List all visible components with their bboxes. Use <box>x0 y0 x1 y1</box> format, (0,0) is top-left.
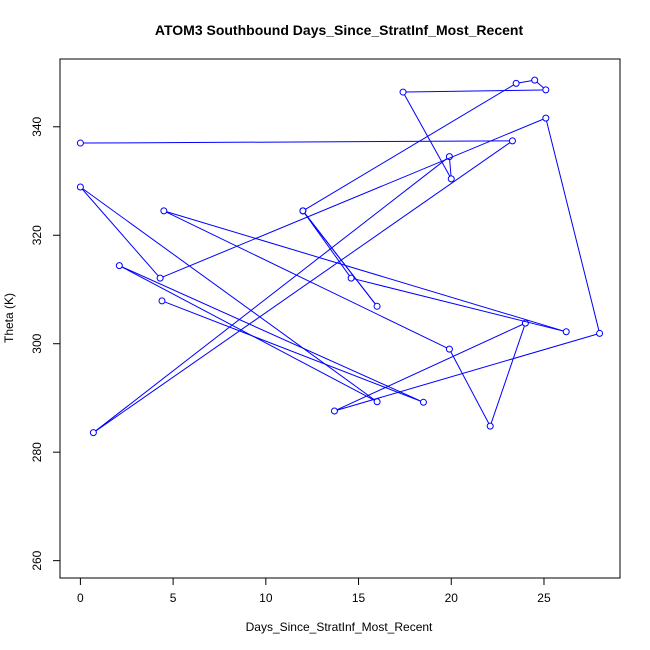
data-point <box>76 139 84 147</box>
series-segment <box>162 118 544 278</box>
data-point <box>445 153 453 161</box>
data-point <box>89 429 97 437</box>
data-point <box>521 319 529 327</box>
y-tick-label: 320 <box>30 225 44 245</box>
data-point <box>542 86 550 94</box>
data-point <box>399 88 407 96</box>
x-tick-label: 10 <box>259 591 273 605</box>
series-segment <box>449 159 452 176</box>
data-point <box>373 302 381 310</box>
data-point <box>330 407 338 415</box>
data-point <box>445 345 453 353</box>
x-tick-label: 0 <box>77 591 84 605</box>
series-segment <box>519 80 532 84</box>
y-tick-label: 300 <box>30 333 44 353</box>
series-segment <box>304 212 376 305</box>
series-segment <box>121 266 421 402</box>
data-point <box>512 79 520 87</box>
data-point <box>158 297 166 305</box>
y-tick-label: 260 <box>30 550 44 570</box>
data-point <box>486 422 494 430</box>
series-segment <box>404 94 451 177</box>
series-segment <box>490 325 525 424</box>
data-point <box>76 183 84 191</box>
series-segment <box>166 211 447 349</box>
series-segment <box>95 142 511 432</box>
series-segment <box>304 212 350 276</box>
series-points <box>76 76 604 437</box>
y-axis-label: Theta (K) <box>2 293 16 343</box>
x-axis: 0 5 10 15 20 25 <box>77 578 551 605</box>
series-segment <box>121 266 375 401</box>
series-segment <box>406 89 543 93</box>
x-axis-label: Days_Since_StratInf_Most_Recent <box>246 620 433 634</box>
x-tick-label: 5 <box>170 591 177 605</box>
data-point <box>373 398 381 406</box>
series-segment <box>82 188 375 401</box>
series-segment <box>81 188 159 277</box>
y-tick-label: 340 <box>30 116 44 136</box>
series-segment <box>83 140 510 144</box>
chart-title: ATOM3 Southbound Days_Since_StratInf_Mos… <box>155 22 524 38</box>
data-point <box>531 76 539 84</box>
series-segment <box>166 211 564 332</box>
data-point <box>160 207 168 215</box>
data-point <box>447 175 455 183</box>
data-point <box>156 274 164 282</box>
data-point <box>508 137 516 145</box>
data-point <box>115 262 123 270</box>
plot-frame <box>59 58 621 579</box>
series-segment <box>337 333 597 411</box>
series-segment <box>164 301 421 402</box>
x-tick-label: 25 <box>537 591 551 605</box>
series-segment <box>305 84 514 210</box>
series-segment <box>336 323 523 411</box>
y-tick-label: 280 <box>30 442 44 462</box>
series-segment <box>546 120 600 331</box>
data-point <box>596 329 604 337</box>
y-axis: 260 280 300 320 340 <box>30 116 60 571</box>
data-point <box>562 328 570 336</box>
data-point <box>419 398 427 406</box>
series-segment <box>95 158 448 432</box>
data-point <box>299 207 307 215</box>
x-tick-label: 20 <box>445 591 459 605</box>
data-point <box>542 114 550 122</box>
series-lines <box>81 80 600 432</box>
series-segment <box>450 351 490 424</box>
series-segment <box>353 278 564 332</box>
series-segment <box>536 81 544 89</box>
data-point <box>347 274 355 282</box>
x-tick-label: 15 <box>352 591 366 605</box>
